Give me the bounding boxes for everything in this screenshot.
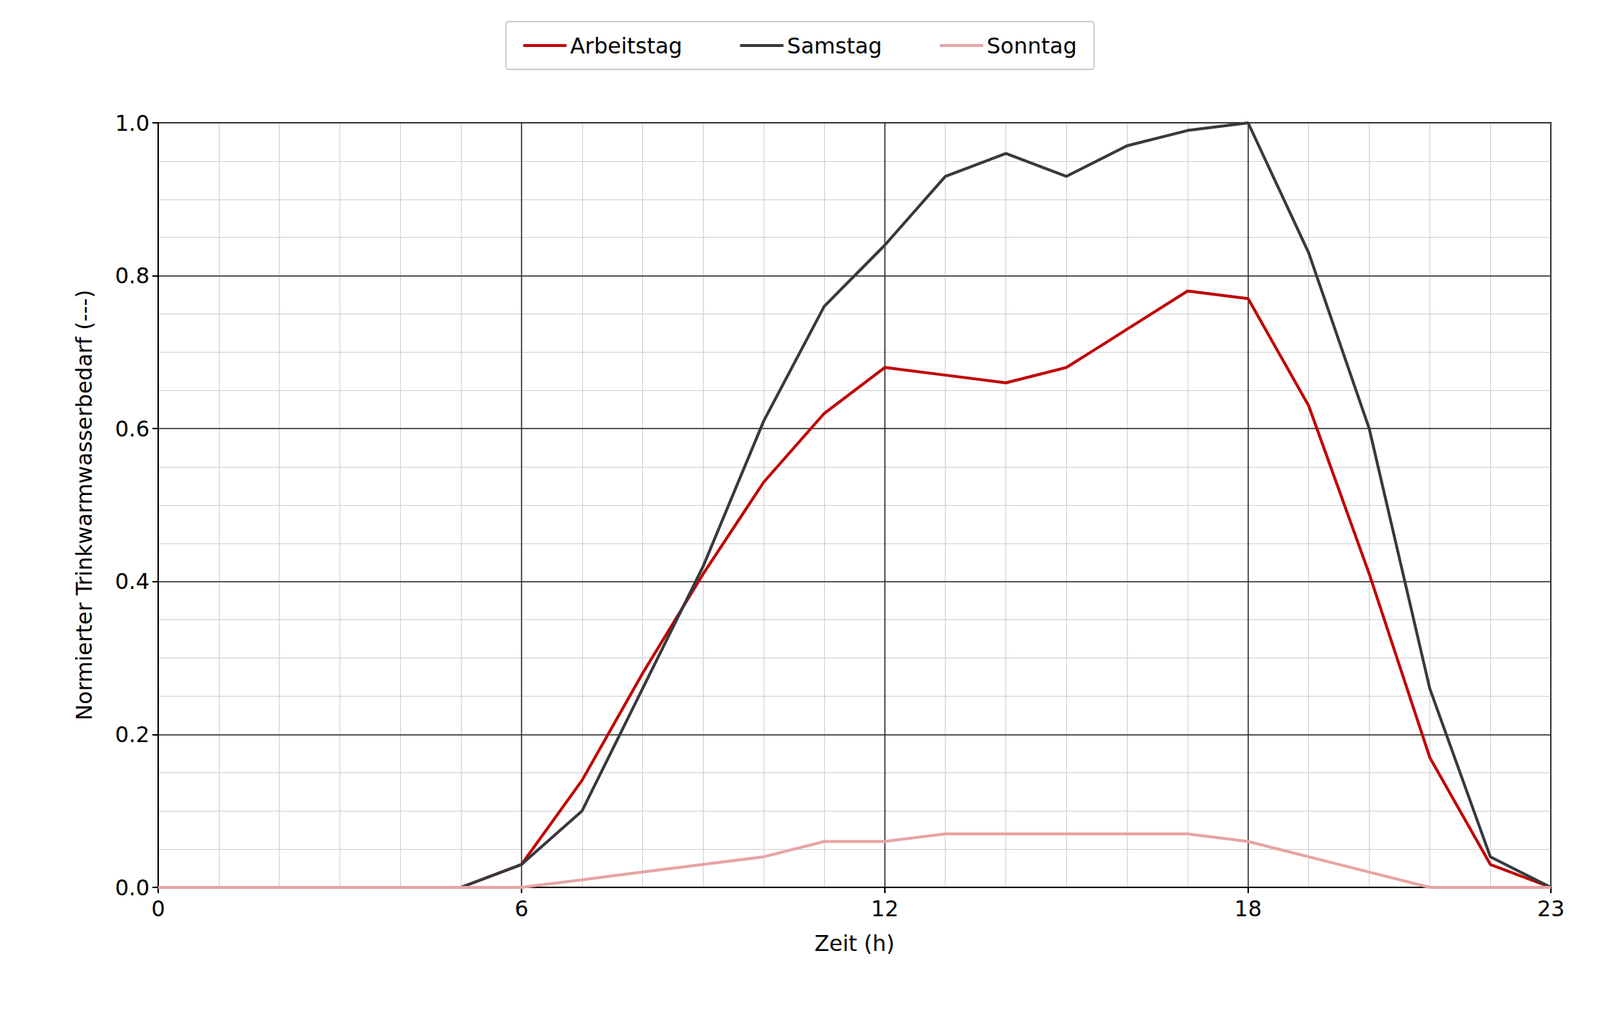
svg-text:Sonntag: Sonntag	[986, 33, 1078, 59]
svg-text:Arbeitstag: Arbeitstag	[569, 33, 682, 59]
svg-text:0.0: 0.0	[114, 874, 150, 901]
svg-text:0.8: 0.8	[114, 262, 150, 289]
svg-text:0.2: 0.2	[114, 721, 150, 747]
svg-text:0.6: 0.6	[114, 416, 150, 442]
svg-text:Normierter Trinkwarmwasserbeda: Normierter Trinkwarmwasserbedarf (---)	[71, 289, 97, 721]
svg-text:18: 18	[1234, 895, 1262, 921]
svg-text:1.0: 1.0	[114, 110, 150, 136]
svg-text:0.4: 0.4	[114, 568, 150, 594]
svg-text:23: 23	[1537, 895, 1565, 921]
svg-text:0: 0	[150, 895, 165, 921]
svg-text:Samstag: Samstag	[787, 33, 882, 59]
svg-text:12: 12	[871, 895, 899, 921]
svg-text:6: 6	[514, 895, 529, 921]
svg-text:Zeit (h): Zeit (h)	[814, 930, 895, 956]
